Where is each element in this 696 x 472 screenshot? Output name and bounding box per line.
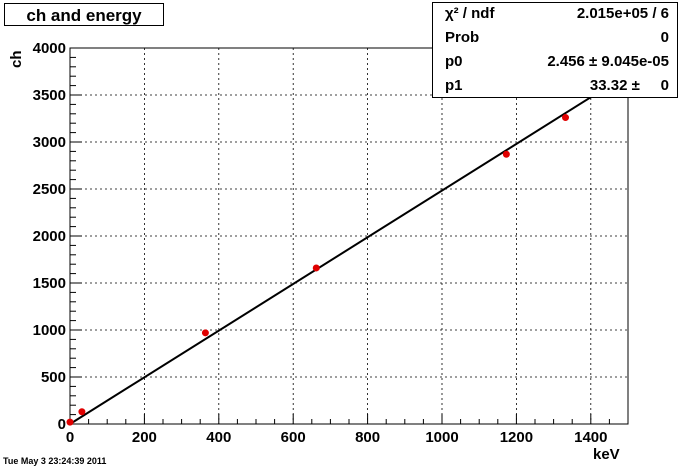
x-axis-title: keV [593,446,620,463]
y-tick-label: 0 [58,416,66,433]
data-points [66,114,570,426]
timestamp: Tue May 3 23:24:39 2011 [3,456,107,466]
plot-frame [69,47,629,425]
stats-row-prob: Prob 0 [433,27,677,50]
y-tick-label: 2500 [33,181,66,198]
data-point [78,408,86,416]
stats-label: χ² / ndf [445,5,495,22]
grid-lines [69,47,628,425]
y-tick-label: 4000 [33,40,66,57]
chart-title: ch and energy [4,3,164,26]
x-tick-label: 800 [355,429,380,446]
x-tick-label: 1200 [500,429,533,446]
stats-row-chi2: χ² / ndf 2.015e+05 / 6 [433,3,677,26]
y-tick-label: 1000 [33,322,66,339]
data-point [201,329,209,337]
data-point [502,150,510,158]
stats-label: p0 [445,53,463,70]
y-tick-label: 3500 [33,87,66,104]
stats-value: 2.456 ± 9.045e-05 [547,53,669,70]
x-tick-label: 200 [132,429,157,446]
stats-row-p0: p0 2.456 ± 9.045e-05 [433,51,677,74]
axis-ticks [69,47,629,425]
tick-labels: 0 200 400 600 800 1000 1200 1400 0 500 1000 1500 200… [33,40,608,446]
data-point [562,114,570,122]
data-point [66,418,74,426]
fit-line [69,75,625,425]
y-tick-label: 3000 [33,134,66,151]
y-tick-label: 500 [41,369,66,386]
stats-box: χ² / ndf 2.015e+05 / 6 Prob 0 p0 2.456 ±… [432,2,678,98]
stats-value: 2.015e+05 / 6 [576,5,669,22]
x-tick-label: 0 [66,429,74,446]
y-tick-label: 1500 [33,275,66,292]
x-tick-label: 600 [281,429,306,446]
data-point [312,264,320,272]
x-tick-label: 1400 [574,429,607,446]
x-tick-label: 1000 [425,429,458,446]
stats-value: 33.32 ± 0 [589,77,669,94]
stats-label: p1 [445,77,463,94]
x-tick-label: 400 [206,429,231,446]
y-tick-label: 2000 [33,228,66,245]
y-axis-title: ch [8,50,25,68]
stats-row-p1: p1 33.32 ± 0 [433,75,677,98]
stats-value: 0 [660,29,669,46]
stats-label: Prob [445,29,480,46]
